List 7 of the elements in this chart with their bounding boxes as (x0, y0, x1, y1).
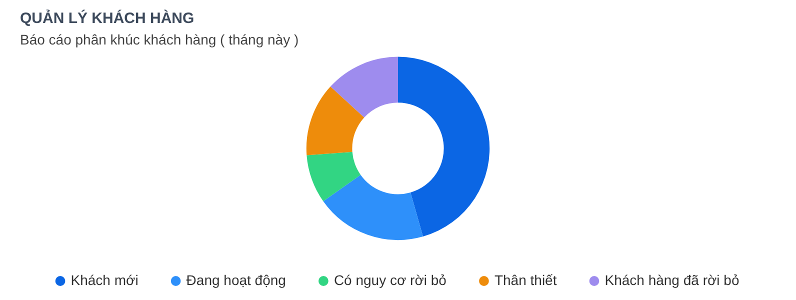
legend-label: Thân thiết (494, 272, 557, 288)
legend-label: Khách mới (70, 272, 138, 288)
legend-label: Đang hoạt động (186, 272, 286, 288)
legend-label: Có nguy cơ rời bỏ (334, 272, 447, 288)
chart-subtitle: Báo cáo phân khúc khách hàng ( tháng này ) (20, 31, 299, 48)
chart-title: QUẢN LÝ KHÁCH HÀNG (20, 9, 194, 28)
legend-label: Khách hàng đã rời bỏ (604, 272, 740, 288)
